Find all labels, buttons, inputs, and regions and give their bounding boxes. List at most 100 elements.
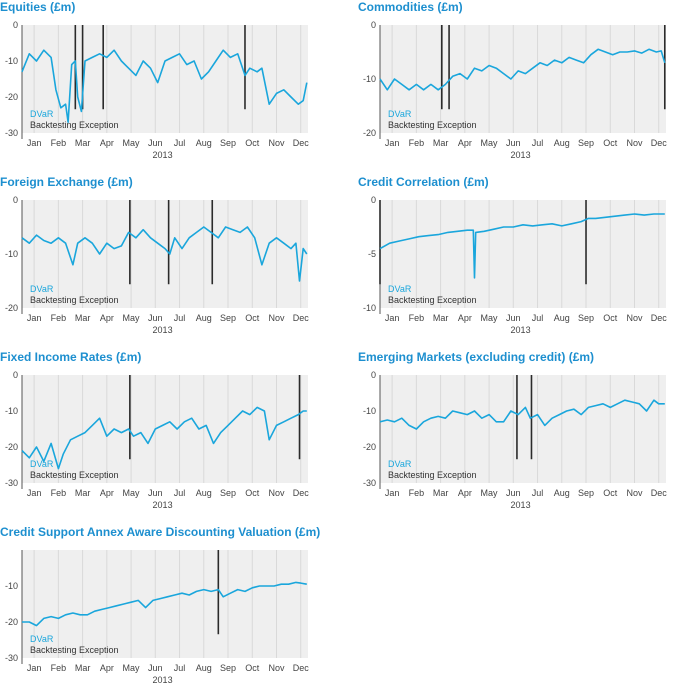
x-tick-label: Mar (433, 138, 449, 148)
year-label: 2013 (153, 675, 173, 685)
x-tick-label: Aug (196, 138, 212, 148)
x-tick-label: Apr (458, 313, 472, 323)
x-tick-label: Jan (385, 138, 400, 148)
legend-exception: Backtesting Exception (30, 120, 119, 130)
x-tick-label: Sep (578, 313, 594, 323)
legend-dvar: DVaR (30, 459, 54, 469)
x-tick-label: Dec (651, 313, 668, 323)
x-tick-label: Nov (626, 313, 643, 323)
x-tick-label: Feb (51, 488, 67, 498)
plot-area (380, 200, 666, 308)
x-tick-label: Jan (385, 313, 400, 323)
chart-title: Emerging Markets (excluding credit) (£m) (358, 350, 595, 364)
y-tick-label: -10 (363, 406, 376, 416)
chart-title: Commodities (£m) (358, 0, 463, 14)
series-line-dvar (379, 48, 666, 91)
x-tick-label: May (481, 138, 499, 148)
y-tick-label: 0 (371, 370, 376, 380)
x-tick-label: Aug (554, 313, 570, 323)
x-tick-label: Nov (626, 488, 643, 498)
year-label: 2013 (153, 150, 173, 160)
chart-equities: Jan Feb Mar Apr May Jun Jul Aug Sep Oct Nov Dec 2013… (5, 20, 309, 160)
year-label: 2013 (511, 325, 531, 335)
x-tick-label: Oct (245, 663, 260, 673)
x-tick-label: Jul (532, 488, 544, 498)
x-tick-label: Feb (51, 138, 67, 148)
chart-panel-csa-discounting: Credit Support Annex Aware Discounting V… (0, 525, 335, 693)
chart-csa-discounting: Jan Feb Mar Apr May Jun Jul Aug Sep Oct Nov Dec 2013… (5, 550, 310, 685)
x-tick-label: May (123, 313, 141, 323)
y-tick-label: -10 (363, 303, 376, 313)
x-tick-label: Oct (245, 313, 260, 323)
x-tick-label: May (123, 138, 141, 148)
y-tick-label: -10 (5, 249, 18, 259)
series-line-dvar (379, 399, 665, 430)
x-tick-label: Oct (245, 488, 260, 498)
y-tick-label: -20 (5, 92, 18, 102)
x-tick-label: Jan (27, 313, 42, 323)
legend-exception: Backtesting Exception (388, 120, 477, 130)
x-tick-label: Jul (174, 488, 186, 498)
legend-exception: Backtesting Exception (388, 295, 477, 305)
x-tick-label: May (481, 488, 499, 498)
x-tick-label: Jun (506, 313, 521, 323)
x-tick-label: Oct (603, 313, 618, 323)
x-tick-label: Sep (578, 138, 594, 148)
year-label: 2013 (511, 150, 531, 160)
chart-title: Foreign Exchange (£m) (0, 175, 133, 189)
chart-title: Credit Correlation (£m) (358, 175, 489, 189)
x-tick-label: Nov (268, 138, 285, 148)
plot-area (22, 25, 308, 133)
x-tick-label: Jun (148, 663, 163, 673)
y-tick-label: 0 (13, 195, 18, 205)
plot-area (22, 550, 308, 658)
x-tick-label: Apr (100, 663, 114, 673)
y-tick-label: -30 (5, 653, 18, 663)
x-tick-label: Mar (75, 138, 91, 148)
chart-foreign-exchange: Jan Feb Mar Apr May Jun Jul Aug Sep Oct Nov Dec 2013… (5, 195, 309, 335)
y-tick-label: 0 (371, 195, 376, 205)
x-tick-label: Jul (174, 138, 186, 148)
chart-panel-foreign-exchange: Foreign Exchange (£m) Jan Feb Mar Apr May Jun… (0, 175, 335, 343)
year-label: 2013 (153, 325, 173, 335)
x-tick-label: Nov (268, 663, 285, 673)
legend-dvar: DVaR (30, 634, 54, 644)
legend-dvar: DVaR (388, 459, 412, 469)
y-tick-label: -10 (5, 406, 18, 416)
x-tick-label: Oct (245, 138, 260, 148)
x-tick-label: Jan (27, 663, 42, 673)
x-tick-label: May (123, 488, 141, 498)
y-tick-label: -20 (363, 128, 376, 138)
legend-dvar: DVaR (388, 284, 412, 294)
x-tick-label: Apr (100, 488, 114, 498)
plot-area (22, 375, 308, 483)
x-tick-label: Apr (100, 138, 114, 148)
x-tick-label: Jun (148, 138, 163, 148)
y-tick-label: 0 (13, 370, 18, 380)
legend-exception: Backtesting Exception (30, 645, 119, 655)
x-tick-label: Jan (27, 488, 42, 498)
x-tick-label: Oct (603, 488, 618, 498)
chart-panel-emerging-markets: Emerging Markets (excluding credit) (£m)… (358, 350, 693, 518)
x-tick-label: Aug (554, 488, 570, 498)
plot-area (380, 25, 666, 133)
x-tick-label: Sep (220, 663, 236, 673)
y-tick-label: -10 (5, 56, 18, 66)
y-tick-label: 0 (13, 20, 18, 30)
x-tick-label: Dec (293, 663, 310, 673)
x-tick-label: Apr (100, 313, 114, 323)
x-tick-label: Jun (148, 488, 163, 498)
x-tick-label: Jul (174, 313, 186, 323)
x-tick-label: Oct (603, 138, 618, 148)
series-line-dvar (21, 226, 308, 282)
x-tick-label: Mar (433, 313, 449, 323)
y-tick-label: -30 (5, 478, 18, 488)
x-tick-label: Aug (196, 663, 212, 673)
x-tick-label: Dec (651, 138, 668, 148)
legend-exception: Backtesting Exception (30, 295, 119, 305)
chart-panel-fixed-income-rates: Fixed Income Rates (£m) Jan Feb Mar Apr May J… (0, 350, 335, 518)
chart-panel-credit-correlation: Credit Correlation (£m) Jan Feb Mar Apr May J… (358, 175, 693, 343)
y-tick-label: -5 (368, 249, 376, 259)
x-tick-label: Feb (51, 313, 67, 323)
x-tick-label: Feb (51, 663, 67, 673)
